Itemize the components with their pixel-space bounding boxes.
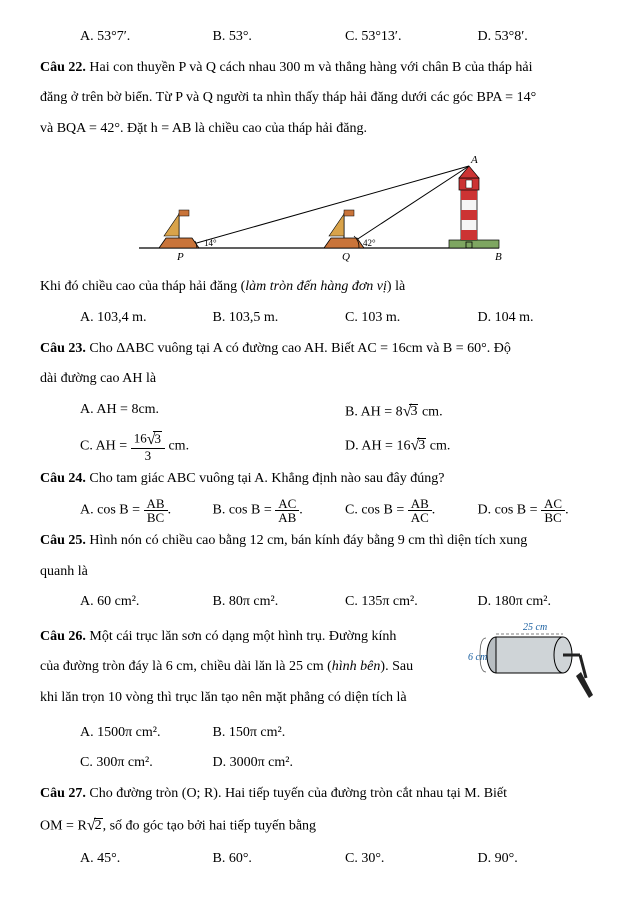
q27-opt-c: C. 30°. [345,846,466,873]
q27-opt-a: A. 45°. [80,846,201,873]
q25-opt-d: D. 180π cm². [478,589,599,616]
q22-opt-a: A. 103,4 m. [80,305,201,332]
q23-line2: dài đường cao AH là [40,366,598,393]
q24-line: Câu 24. Cho tam giác ABC vuông tại A. Kh… [40,466,598,493]
q22-line3: và BQA = 42°. Đặt h = AB là chiều cao củ… [40,116,598,143]
q27-line1: Câu 27. Cho đường tròn (O; R). Hai tiếp … [40,781,598,808]
lighthouse-diagram: 14° P 42° Q A B [109,148,529,268]
q23-opt-c: C. AH = 16√3 3 cm. [80,431,201,462]
q24-opt-c: C. cos B = ABAC. [345,497,466,524]
q22-text4: Khi đó chiều cao của tháp hải đăng (làm … [40,274,598,301]
q25-opt-b: B. 80π cm². [213,589,334,616]
q27-opt-b: B. 60°. [213,846,334,873]
q26-opt-c: C. 300π cm². [80,750,201,777]
q21-opt-d: D. 53°8′. [478,24,599,51]
q24-opt-a: A. cos B = ABBC. [80,497,201,524]
q-label: Q [342,251,350,263]
q23-opt-b: B. AH = 8√3 cm. [345,397,466,427]
q22-line1: Câu 22. Hai con thuyền P và Q cách nhau … [40,55,598,82]
angle-q-text: 42° [363,238,376,248]
q24-opt-b: B. cos B = ACAB. [213,497,334,524]
q25-line1: Câu 25. Hình nón có chiều cao bằng 12 cm… [40,528,598,555]
q22-opt-b: B. 103,5 m. [213,305,334,332]
roller-dia-text: 6 cm [468,652,487,663]
q21-opt-c: C. 53°13′. [345,24,466,51]
q26-line3: khi lăn trọn 10 vòng thì trục lăn tạo nê… [40,685,458,712]
q25-line2: quanh là [40,559,598,586]
q26-line1: Câu 26. Một cái trục lăn sơn có dạng một… [40,624,458,651]
q22-line2: đăng ở trên bờ biển. Từ P và Q người ta … [40,85,598,112]
b-label: B [495,251,502,263]
q27-opt-d: D. 90°. [478,846,599,873]
q26-opt-d: D. 3000π cm². [213,750,334,777]
q23-line1: Câu 23. Cho ΔABC vuông tại A có đường ca… [40,336,598,363]
q22-label: Câu 22. [40,60,86,75]
q25-opt-a: A. 60 cm². [80,589,201,616]
boat-p-icon [159,210,199,248]
q22-text1: Hai con thuyền P và Q cách nhau 300 m và… [86,60,533,75]
q27-line2: OM = R√2, số đo góc tạo bởi hai tiếp tuy… [40,811,598,841]
q21-opt-a: A. 53°7′. [80,24,201,51]
lighthouse-icon [449,166,499,248]
q26-line2: của đường tròn đáy là 6 cm, chiều dài lă… [40,654,458,681]
q24-opt-d: D. cos B = ACBC. [478,497,599,524]
q22-opt-c: C. 103 m. [345,305,466,332]
roller-len-text: 25 cm [523,622,547,633]
q22-opt-d: D. 104 m. [478,305,599,332]
p-label: P [176,251,184,263]
q21-opt-b: B. 53°. [213,24,334,51]
q26-opt-a: A. 1500π cm². [80,720,201,747]
q23-opt-a: A. AH = 8cm. [80,397,201,427]
angle-p-text: 14° [204,238,217,248]
a-label: A [470,154,478,166]
q26-opt-b: B. 150π cm². [213,720,334,747]
q23-opt-d: D. AH = 16√3 cm. [345,431,466,462]
roller-diagram: 25 cm 6 cm [468,620,598,705]
q25-opt-c: C. 135π cm². [345,589,466,616]
